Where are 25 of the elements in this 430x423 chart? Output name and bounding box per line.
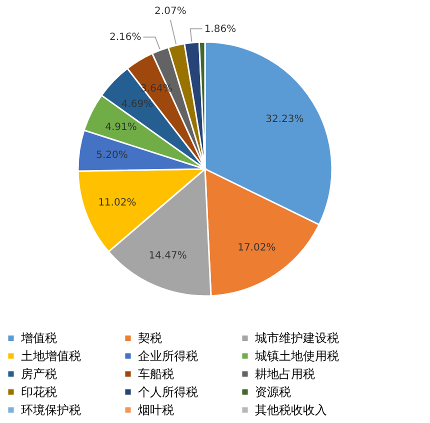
data-label: 5.20%	[96, 150, 128, 162]
legend-label: 增值税	[20, 331, 57, 346]
data-label: 4.91%	[105, 122, 137, 133]
legend-label: 资源税	[255, 385, 291, 399]
data-label: 14.47%	[148, 250, 187, 262]
data-label: 2.07%	[154, 6, 186, 17]
legend-label: 城市维护建设税	[254, 331, 339, 346]
legend-label: 契税	[138, 331, 162, 346]
legend-label: 印花税	[21, 385, 57, 399]
legend-label: 环境保护税	[21, 403, 81, 417]
legend-label: 土地增值税	[21, 349, 81, 363]
data-label: 11.02%	[98, 197, 136, 208]
legend-label: 其他税收收入	[255, 403, 327, 417]
data-label: 32.23%	[266, 114, 304, 126]
legend-label: 企业所得税	[138, 349, 198, 363]
legend-label: 烟叶税	[138, 403, 174, 417]
data-label: 2.16%	[109, 32, 142, 44]
data-label: 17.02%	[238, 242, 276, 254]
legend-label: 车船税	[138, 367, 174, 381]
data-label: 4.69%	[121, 98, 154, 110]
legend-label: 个人所得税	[138, 385, 198, 399]
legend-label: 耕地占用税	[255, 367, 315, 381]
legend-label: 城镇土地使用税	[254, 349, 339, 363]
data-label: 1.86%	[204, 24, 236, 35]
legend-label: 房产税	[21, 367, 57, 381]
